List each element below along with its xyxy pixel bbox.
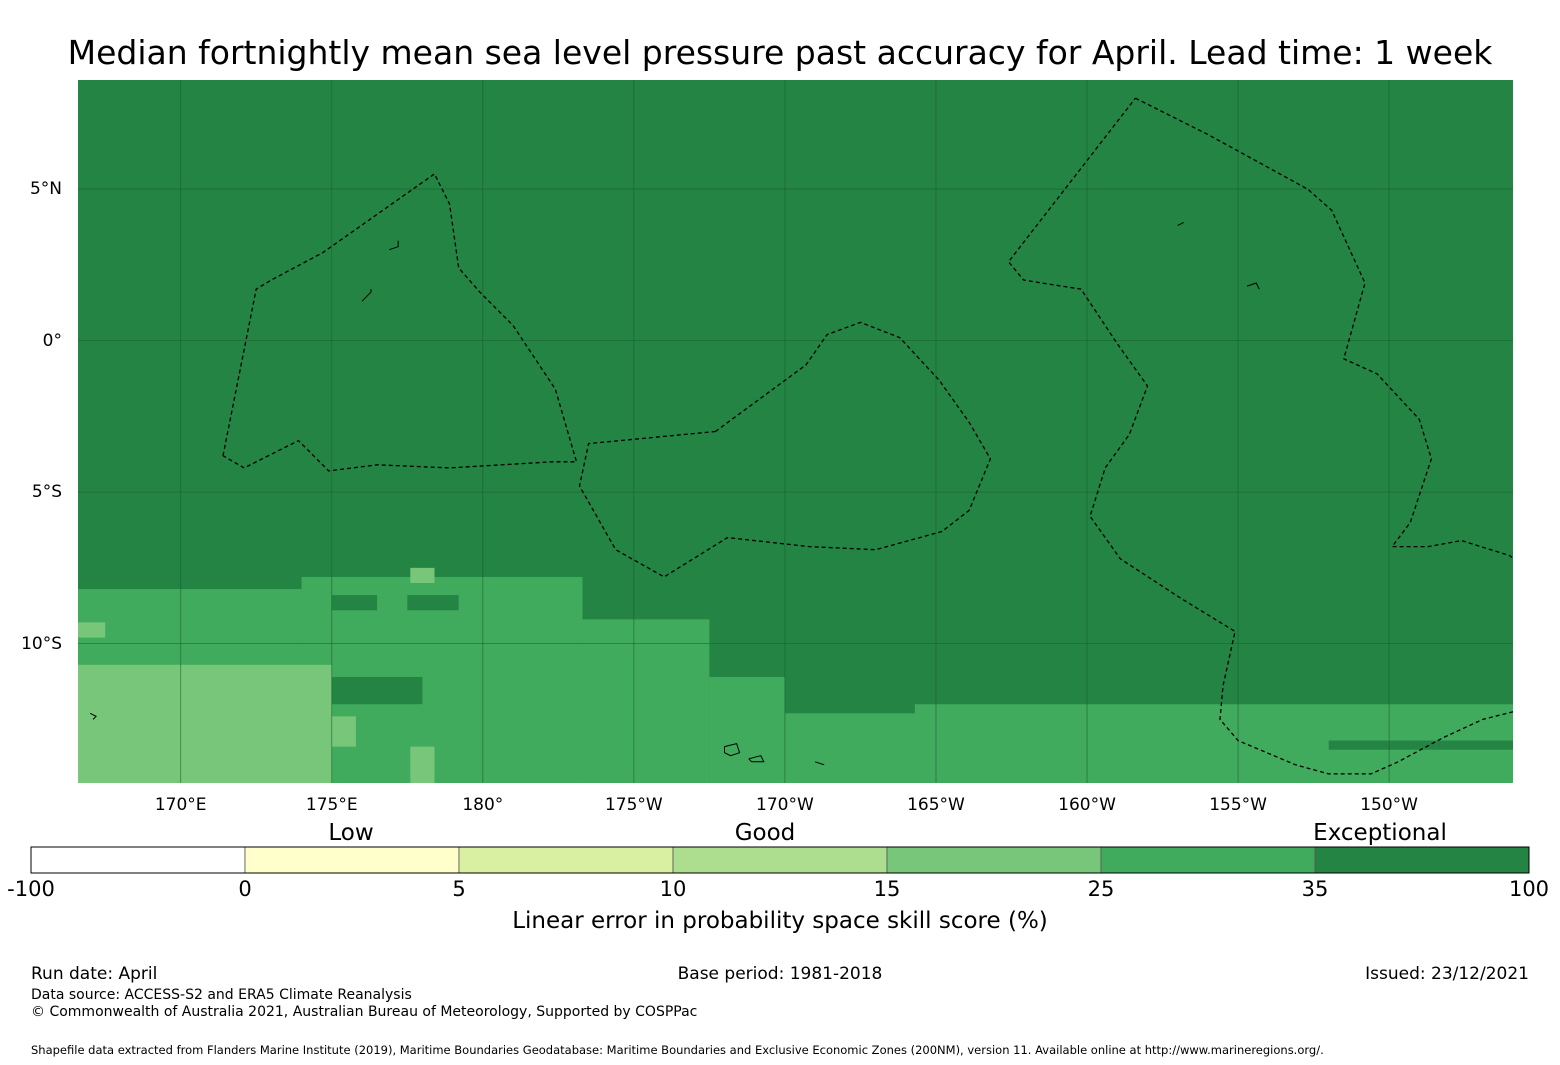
colorbar xyxy=(30,846,1530,874)
colorbar-tick-label: 100 xyxy=(1508,877,1550,901)
latitude-label: 10°S xyxy=(21,633,62,654)
skill-cell xyxy=(1328,740,1513,750)
base-period: Base period: 1981-2018 xyxy=(677,964,883,984)
latitude-label: 5°S xyxy=(31,482,62,503)
colorbar-group-good: Good xyxy=(734,820,796,846)
graticule xyxy=(78,80,1513,783)
island-makin xyxy=(389,240,399,251)
issued-date: Issued: 23/12/2021 xyxy=(1365,964,1529,984)
data-source: Data source: ACCESS-S2 and ERA5 Climate … xyxy=(31,987,412,1003)
colorbar-segment xyxy=(1100,846,1316,874)
colorbar-tick-label: 0 xyxy=(238,877,252,901)
colorbar-segment xyxy=(30,846,246,874)
colorbar-segment xyxy=(1314,846,1530,874)
skill-cell xyxy=(410,746,435,783)
island-tabuaeran xyxy=(1177,221,1184,226)
skill-cell xyxy=(331,716,356,747)
island-kiritimati xyxy=(1246,282,1260,290)
eez-boundary-eastern xyxy=(1007,97,1513,775)
longitude-label: 170°W xyxy=(756,795,814,815)
longitude-label: 170°E xyxy=(154,795,207,815)
colorbar-title: Linear error in probability space skill … xyxy=(512,908,1048,934)
skill-cell xyxy=(410,567,435,584)
skill-cell xyxy=(709,676,785,783)
colorbar-tick-label: -100 xyxy=(7,877,55,901)
skill-score-field xyxy=(78,567,1513,783)
longitude-label: 175°E xyxy=(305,795,358,815)
eez-boundary-central xyxy=(578,321,992,578)
copyright-notice: © Commonwealth of Australia 2021, Austra… xyxy=(31,1004,698,1020)
colorbar-segment xyxy=(244,846,460,874)
colorbar-tick-label: 35 xyxy=(1301,877,1329,901)
island-samoa-tutuila xyxy=(748,755,765,763)
longitude-label: 165°W xyxy=(907,795,965,815)
skill-cell xyxy=(78,622,106,638)
island-tarawa xyxy=(361,289,372,302)
longitude-label: 150°W xyxy=(1360,795,1418,815)
coastlines xyxy=(89,221,1260,766)
colorbar-tick-label: 10 xyxy=(659,877,687,901)
skill-cell xyxy=(407,595,459,611)
shapefile-credit: Shapefile data extracted from Flanders M… xyxy=(31,1043,1324,1057)
island-niulakita xyxy=(814,761,825,766)
longitude-label: 155°W xyxy=(1209,795,1267,815)
colorbar-border xyxy=(30,846,1530,874)
colorbar-segment xyxy=(886,846,1102,874)
latitude-label: 0° xyxy=(42,330,62,351)
colorbar-tick-label: 5 xyxy=(452,877,466,901)
eez-boundaries xyxy=(222,97,1513,775)
skill-cell xyxy=(582,619,710,783)
longitude-label: 160°W xyxy=(1058,795,1116,815)
colorbar-segment xyxy=(458,846,674,874)
skill-cell xyxy=(78,664,332,783)
run-date: Run date: April xyxy=(31,964,158,984)
colorbar-group-exceptional: Exceptional xyxy=(1313,820,1447,846)
longitude-label: 180° xyxy=(462,795,504,815)
island-samoa-upolu xyxy=(724,743,741,757)
skill-cell xyxy=(331,595,378,611)
colorbar-tick-label: 25 xyxy=(1087,877,1115,901)
island-rotuma xyxy=(89,712,97,720)
skill-cell xyxy=(784,701,915,714)
colorbar-tick-label: 15 xyxy=(873,877,901,901)
longitude-label: 175°W xyxy=(604,795,663,815)
colorbar-segment xyxy=(672,846,888,874)
map-title: Median fortnightly mean sea level pressu… xyxy=(67,33,1493,72)
colorbar-group-low: Low xyxy=(328,820,374,846)
eez-boundary-western xyxy=(222,173,578,472)
latitude-label: 5°N xyxy=(29,179,62,200)
